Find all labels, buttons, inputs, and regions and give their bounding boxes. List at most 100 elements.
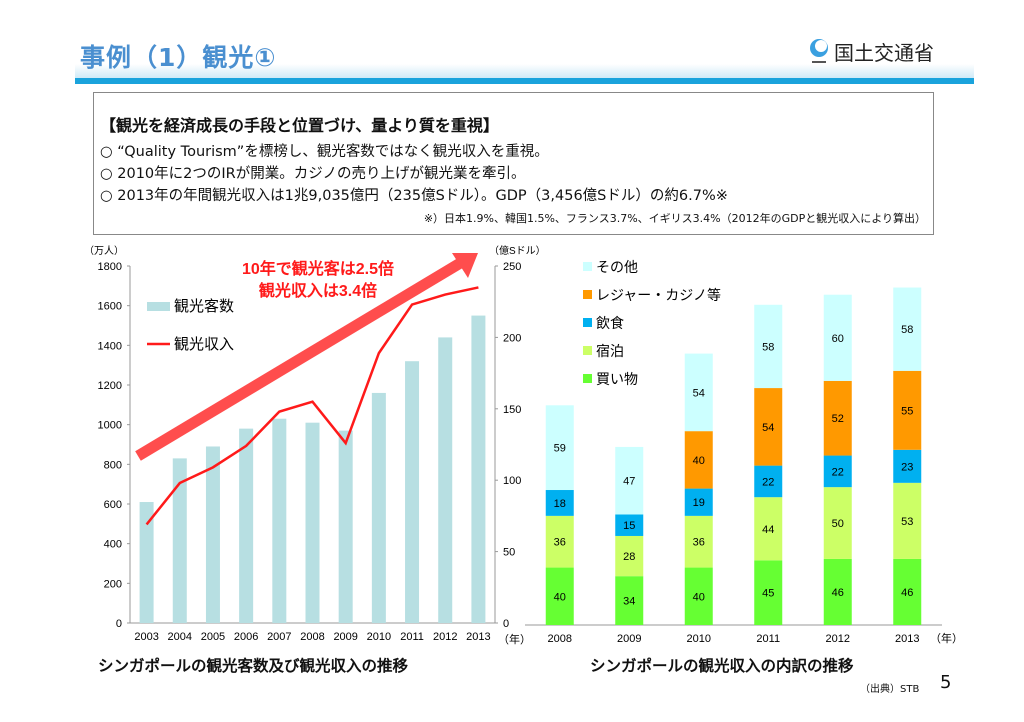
segment-value-label: 60	[832, 333, 844, 345]
stacked-bar-segment	[823, 294, 852, 381]
segment-value-label: 58	[762, 341, 774, 353]
segment-value-label: 54	[762, 422, 774, 434]
summary-bullet: ○ “Quality Tourism”を標榜し、観光客数ではなく観光収入を重視。	[100, 144, 549, 160]
bar-visitors	[205, 446, 220, 623]
bar-visitors	[272, 418, 287, 623]
stacked-bar-segment	[754, 465, 783, 498]
legend-swatch	[583, 262, 592, 271]
mlit-logo-icon	[810, 39, 828, 63]
legend-swatch	[583, 346, 592, 355]
segment-value-label: 36	[693, 537, 705, 549]
x-tick-label: 2007	[267, 631, 291, 643]
chart2-title: シンガポールの観光収入の内訳の推移	[590, 657, 854, 675]
left-tick-label: 400	[104, 539, 122, 551]
stacked-bar-segment	[615, 535, 644, 577]
bar-visitors	[139, 502, 154, 623]
segment-value-label: 15	[623, 520, 635, 532]
left-tick-label: 1200	[98, 380, 122, 392]
chart1-title: シンガポールの観光客数及び観光収入の推移	[98, 657, 409, 675]
trend-arrow-shaft	[135, 257, 465, 461]
x-tick-label: 2008	[300, 631, 324, 643]
bar-visitors	[471, 315, 486, 623]
stacked-bar-segment	[615, 446, 644, 515]
bar-visitors	[405, 361, 420, 623]
line-revenue	[145, 286, 479, 526]
annotation-line-1: 10年で観光客は2.5倍	[242, 259, 394, 278]
legend-label: その他	[596, 259, 638, 275]
trend-arrow-head	[452, 253, 478, 278]
bar-visitors	[305, 422, 320, 623]
stacked-bar-segment	[684, 567, 713, 625]
x-tick-label: 2013	[466, 631, 490, 643]
left-tick-label: 800	[104, 459, 122, 471]
shared-right-tick-label: 200	[503, 332, 521, 344]
stacked-bar-segment	[754, 497, 783, 561]
stacked-bar-segment	[684, 353, 713, 432]
legend-label: レジャー・カジノ等	[596, 287, 721, 303]
summary-bullet: ○ 2013年の年間観光収入は1兆9,035億円（235億Sドル）。GDP（3,…	[100, 188, 728, 204]
segment-value-label: 44	[762, 524, 774, 536]
bar-visitors	[239, 428, 254, 623]
stacked-bar-segment	[823, 487, 852, 559]
segment-value-label: 36	[554, 537, 566, 549]
left-tick-label: 600	[104, 499, 122, 511]
segment-value-label: 23	[901, 461, 913, 473]
legend-label-revenue: 観光収入	[174, 336, 234, 353]
left-axis-unit: （万人）	[84, 245, 124, 257]
left-tick-label: 1400	[98, 340, 122, 352]
stacked-bar-segment	[823, 455, 852, 488]
x-tick-label: 2008	[548, 633, 572, 645]
bar-visitors	[371, 392, 386, 623]
x-axis-unit: （年）	[498, 632, 531, 646]
segment-value-label: 50	[832, 518, 844, 530]
shared-right-tick-label: 0	[503, 618, 509, 630]
stacked-bar-segment	[754, 304, 783, 389]
stacked-bar-segment	[545, 515, 574, 568]
x-tick-label: 2005	[201, 631, 225, 643]
x-tick-label: 2011	[400, 631, 424, 643]
shared-right-tick-label: 150	[503, 404, 521, 416]
legend-swatch-visitors	[147, 302, 170, 311]
bar-visitors	[438, 337, 453, 623]
stacked-bar-segment	[615, 514, 644, 536]
x-tick-label: 2010	[687, 633, 711, 645]
stacked-bar-segment	[684, 488, 713, 516]
segment-value-label: 46	[832, 587, 844, 599]
segment-value-label: 45	[762, 588, 774, 600]
logo-text: 国土交通省	[834, 40, 934, 65]
summary-heading: 【観光を経済成長の手段と位置づけ、量より質を重視】	[100, 116, 499, 135]
ministry-logo: 国土交通省	[808, 36, 934, 66]
bar-visitors	[338, 430, 353, 623]
source-note: （出典）STB	[860, 684, 920, 695]
left-tick-label: 0	[116, 618, 122, 630]
stacked-bar-segment	[754, 388, 783, 466]
segment-value-label: 53	[901, 516, 913, 528]
legend-swatch	[583, 318, 592, 327]
legend-swatch	[583, 374, 592, 383]
segment-value-label: 47	[623, 476, 635, 488]
x-tick-label: 2006	[234, 631, 258, 643]
x-tick-label: 2009	[333, 631, 357, 643]
title-band	[75, 64, 974, 78]
x-tick-label: 2011	[756, 633, 780, 645]
stacked-bar-segment	[545, 490, 574, 516]
stacked-bar-segment	[684, 515, 713, 568]
legend-label: 宿泊	[596, 343, 624, 359]
stacked-bar-segment	[893, 287, 922, 371]
segment-value-label: 55	[901, 405, 913, 417]
annotation-line-2: 観光収入は3.4倍	[259, 281, 377, 300]
x-tick-label: 2004	[168, 631, 192, 643]
shared-right-axis-unit: （億Sドル）	[489, 244, 546, 257]
left-tick-label: 1000	[98, 420, 122, 432]
x-tick-label: 2010	[367, 631, 391, 643]
summary-note: ※）日本1.9%、韓国1.5%、フランス3.7%、イギリス3.4%（2012年の…	[423, 212, 926, 225]
stacked-bar-segment	[893, 370, 922, 450]
segment-value-label: 40	[693, 591, 705, 603]
shared-right-tick-label: 250	[503, 261, 521, 273]
x-axis-unit-right: （年）	[930, 631, 963, 645]
summary-bullet: ○ 2010年に2つのIRが開業。カジノの売り上げが観光業を牽引。	[100, 166, 526, 182]
x-tick-label: 2013	[895, 633, 919, 645]
x-tick-label: 2012	[826, 633, 850, 645]
segment-value-label: 34	[623, 596, 635, 608]
stacked-bar-segment	[615, 576, 644, 625]
